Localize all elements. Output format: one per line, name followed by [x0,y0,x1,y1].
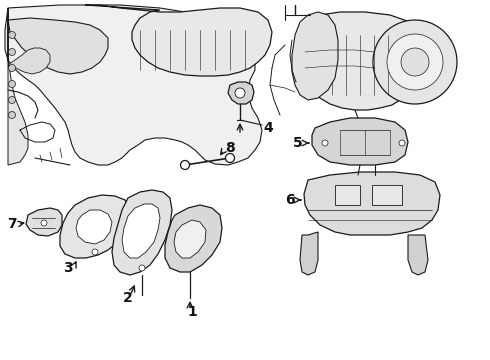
Circle shape [373,20,457,104]
Text: 8: 8 [225,141,235,155]
Polygon shape [112,190,172,275]
Circle shape [399,140,405,146]
Polygon shape [174,220,206,258]
Polygon shape [408,235,428,275]
Polygon shape [8,48,50,74]
Circle shape [41,220,47,226]
Text: 6: 6 [285,193,295,207]
Polygon shape [312,118,408,165]
Polygon shape [228,82,254,104]
Circle shape [180,161,190,170]
Text: 7: 7 [7,217,17,231]
Polygon shape [372,185,402,205]
Polygon shape [304,172,440,235]
Polygon shape [85,5,272,76]
Circle shape [8,32,16,39]
Circle shape [92,249,98,255]
Text: 2: 2 [123,291,133,305]
Polygon shape [60,195,130,258]
Circle shape [322,140,328,146]
Polygon shape [335,185,360,205]
Circle shape [8,112,16,118]
Text: 4: 4 [263,121,273,135]
Circle shape [387,34,443,90]
Circle shape [235,88,245,98]
Polygon shape [26,208,62,236]
Polygon shape [8,18,108,74]
Text: 5: 5 [293,136,303,150]
Polygon shape [165,205,222,272]
Polygon shape [300,232,318,275]
Circle shape [8,64,16,72]
Polygon shape [302,12,428,110]
Text: 1: 1 [187,305,197,319]
Polygon shape [76,210,112,244]
Circle shape [139,265,145,271]
Circle shape [401,48,429,76]
Circle shape [225,153,235,162]
Polygon shape [122,204,160,258]
Text: 3: 3 [63,261,73,275]
Polygon shape [292,12,338,100]
Circle shape [8,81,16,87]
Circle shape [8,49,16,55]
Polygon shape [8,8,28,165]
Circle shape [8,96,16,104]
Polygon shape [5,5,262,165]
